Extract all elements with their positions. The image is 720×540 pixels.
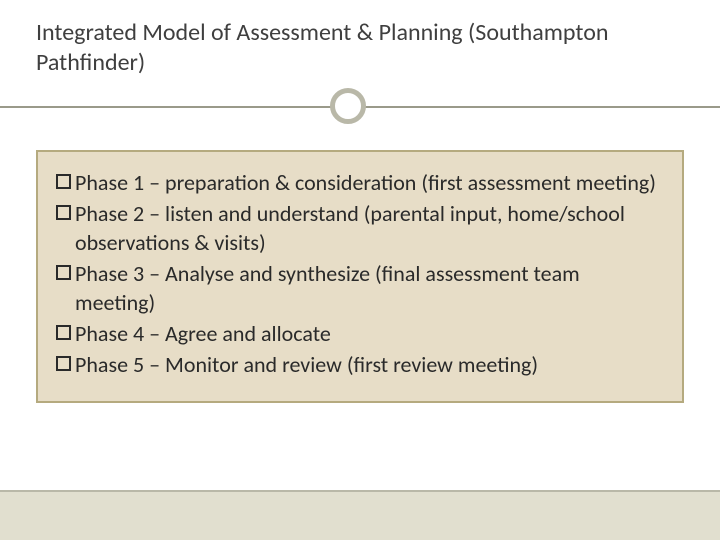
- phase-text: Phase 4 – Agree and allocate: [75, 319, 331, 348]
- slide-title: Integrated Model of Assessment & Plannin…: [36, 18, 684, 78]
- slide-container: { "title": "Integrated Model of Assessme…: [0, 0, 720, 540]
- phase-text: Phase 5 – Monitor and review (first revi…: [75, 350, 538, 379]
- bottom-band: [0, 490, 720, 540]
- square-bullet-icon: [56, 205, 71, 220]
- list-item: Phase 4 – Agree and allocate: [56, 319, 664, 348]
- list-item: Phase 3 – Analyse and synthesize (final …: [56, 259, 664, 317]
- phase-text: Phase 2 – listen and understand (parenta…: [75, 199, 664, 257]
- square-bullet-icon: [56, 325, 71, 340]
- phase-text: Phase 3 – Analyse and synthesize (final …: [75, 259, 664, 317]
- square-bullet-icon: [56, 174, 71, 189]
- phase-text: Phase 1 – preparation & consideration (f…: [75, 168, 656, 197]
- title-area: Integrated Model of Assessment & Plannin…: [0, 0, 720, 86]
- square-bullet-icon: [56, 265, 71, 280]
- square-bullet-icon: [56, 356, 71, 371]
- divider-circle-icon: [330, 88, 366, 124]
- content-box: Phase 1 – preparation & consideration (f…: [36, 150, 684, 403]
- list-item: Phase 2 – listen and understand (parenta…: [56, 199, 664, 257]
- title-divider: [0, 92, 720, 132]
- list-item: Phase 1 – preparation & consideration (f…: [56, 168, 664, 197]
- list-item: Phase 5 – Monitor and review (first revi…: [56, 350, 664, 379]
